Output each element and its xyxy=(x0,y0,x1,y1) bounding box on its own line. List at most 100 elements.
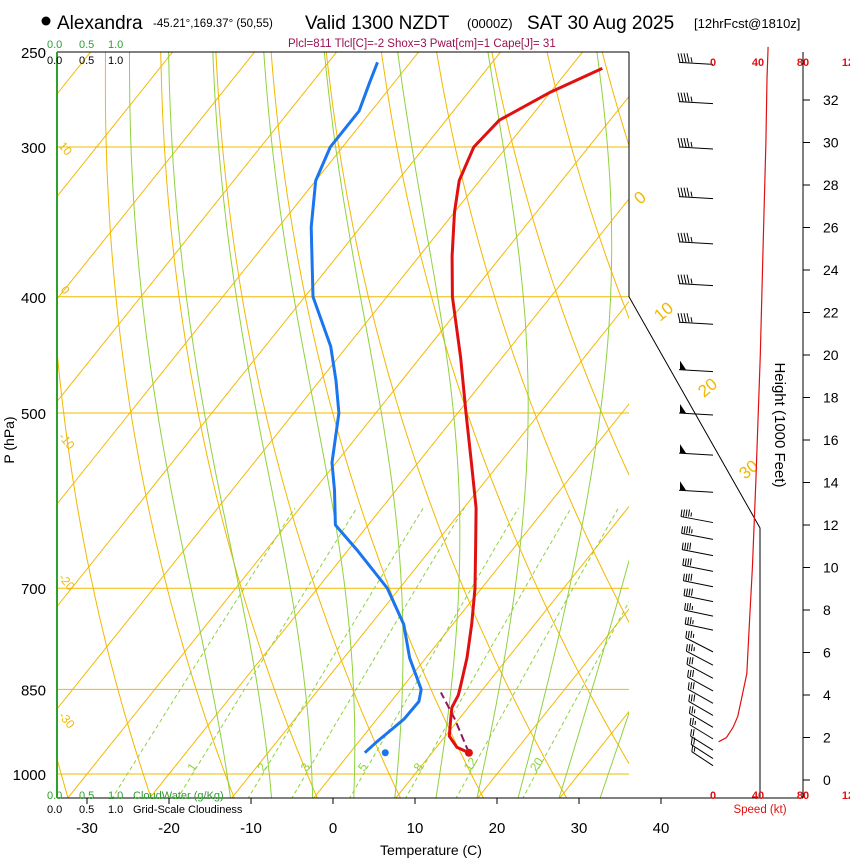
mixing-ratio-label: 8 xyxy=(411,760,426,774)
wind-barb xyxy=(677,137,714,150)
mixing-ratio-line xyxy=(247,507,424,798)
speed-tick-bottom: 0 xyxy=(710,790,716,802)
wind-barb xyxy=(677,187,714,200)
height-tick-label: 12 xyxy=(823,517,839,533)
wind-barb xyxy=(678,404,714,416)
speed-tick-bottom: 40 xyxy=(752,790,764,802)
height-tick-label: 8 xyxy=(823,602,831,618)
wind-barb-full xyxy=(677,92,681,102)
isotherm-line xyxy=(57,52,501,608)
isotherm-label: 30 xyxy=(735,456,762,483)
wind-barb-staff xyxy=(678,283,714,287)
moist-adiabat-line xyxy=(397,52,461,798)
dry-adiabat-line xyxy=(651,31,850,800)
wind-barb-full xyxy=(692,717,694,725)
wind-barb-half xyxy=(690,57,693,63)
x-tick-label: 10 xyxy=(407,820,424,837)
wind-barbs xyxy=(677,53,714,767)
wind-barb xyxy=(678,444,714,456)
mixing-ratio-line xyxy=(522,600,629,798)
wind-barb-full xyxy=(681,542,684,550)
wind-barb-full xyxy=(683,53,687,63)
wind-barb-staff xyxy=(691,751,714,767)
mixing-ratio-label: 12 xyxy=(461,755,480,774)
wind-barb-half xyxy=(690,512,692,517)
speed-tick-bottom: 12 xyxy=(842,790,850,802)
wind-barb-full xyxy=(690,737,693,745)
wind-barb-full xyxy=(691,744,694,752)
wind-barb-full xyxy=(680,232,684,243)
wind-barb-full xyxy=(680,274,684,284)
p-tick-label: 1000 xyxy=(13,767,46,784)
wind-barb-full xyxy=(689,558,692,566)
wind-barb xyxy=(688,706,714,728)
wind-barb-full xyxy=(687,669,690,678)
x-tick-label: 30 xyxy=(571,820,588,837)
valid-time: Valid 1300 NZDT xyxy=(305,13,450,34)
cloud-water-tick-2: 1.0 xyxy=(108,790,123,802)
mixing-ratio-label: 2 xyxy=(254,760,269,774)
wind-barb-full xyxy=(680,509,683,517)
wind-barb-full xyxy=(683,187,687,197)
x-tick-label: 20 xyxy=(489,820,506,837)
background-lines xyxy=(57,31,850,800)
wind-barb-full xyxy=(680,313,684,323)
dry-adiabat-line xyxy=(104,52,235,798)
wind-barb-full xyxy=(687,617,690,625)
x-tick-label: -20 xyxy=(158,820,180,837)
wind-barb xyxy=(681,526,714,540)
wind-barb-staff xyxy=(678,241,714,245)
wind-barb-half xyxy=(692,633,695,638)
wind-barb-full xyxy=(689,717,692,725)
wind-barb-full xyxy=(693,737,696,745)
wind-barb-staff xyxy=(686,650,714,666)
wind-barb-staff xyxy=(678,412,714,416)
wind-barb-full xyxy=(677,274,681,284)
mixing-ratio-line xyxy=(455,507,619,798)
wind-barb xyxy=(686,657,714,679)
isotherm-label: 10 xyxy=(650,298,677,325)
wind-barb xyxy=(687,682,714,704)
isotherm-line xyxy=(395,505,629,798)
height-tick-label: 16 xyxy=(823,432,839,448)
wind-barb xyxy=(685,644,714,666)
p-tick-label: 400 xyxy=(21,290,46,307)
wind-barb-full xyxy=(691,588,693,596)
isotherm-line xyxy=(57,52,255,300)
p-tick-label: 300 xyxy=(21,140,46,157)
wind-barb-full xyxy=(682,558,685,566)
wind-barb xyxy=(678,360,714,373)
speed-tick-top: 40 xyxy=(752,57,764,69)
wind-barb xyxy=(677,232,714,245)
wind-barb-staff xyxy=(678,101,714,105)
location-coords: -45.21°,169.37° (50,55) xyxy=(153,18,273,30)
isotherm-line xyxy=(477,608,629,798)
isotherm-line xyxy=(57,52,419,505)
moist-adiabat-line xyxy=(168,52,273,798)
wind-barb-full xyxy=(683,274,687,284)
cloud-cover-tick-1: 0.5 xyxy=(79,804,94,816)
height-tick-label: 6 xyxy=(823,645,831,661)
speed-tick-top: 80 xyxy=(797,57,809,69)
cloud-water-tick-1: 0.5 xyxy=(79,790,94,802)
wind-barb-full xyxy=(683,588,686,596)
wind-barb-full xyxy=(685,630,688,638)
wind-barb-full xyxy=(689,617,692,625)
wind-barb-full xyxy=(687,558,690,566)
wind-barb xyxy=(687,669,714,692)
isotherm-line xyxy=(67,95,629,798)
isotherm-line xyxy=(641,52,850,799)
wind-barb-staff xyxy=(687,688,714,704)
dry-adiabat-line xyxy=(546,52,629,320)
cloud-water-tick-top-1: 0.5 xyxy=(79,39,94,51)
cloud-cover-tick-top-0: 0.0 xyxy=(47,55,62,67)
parcel-path-line xyxy=(440,691,470,754)
dry-adiabat-line xyxy=(325,52,568,798)
location-dot-icon xyxy=(41,16,51,26)
wind-barb xyxy=(688,694,714,716)
wind-barb-full xyxy=(683,313,687,323)
isotherm-line xyxy=(57,52,583,710)
height-tick-label: 32 xyxy=(823,92,839,108)
axis-labels: P (hPa) Temperature (C) Height (1000 Fee… xyxy=(1,362,788,858)
wind-barb-staff xyxy=(685,623,714,631)
